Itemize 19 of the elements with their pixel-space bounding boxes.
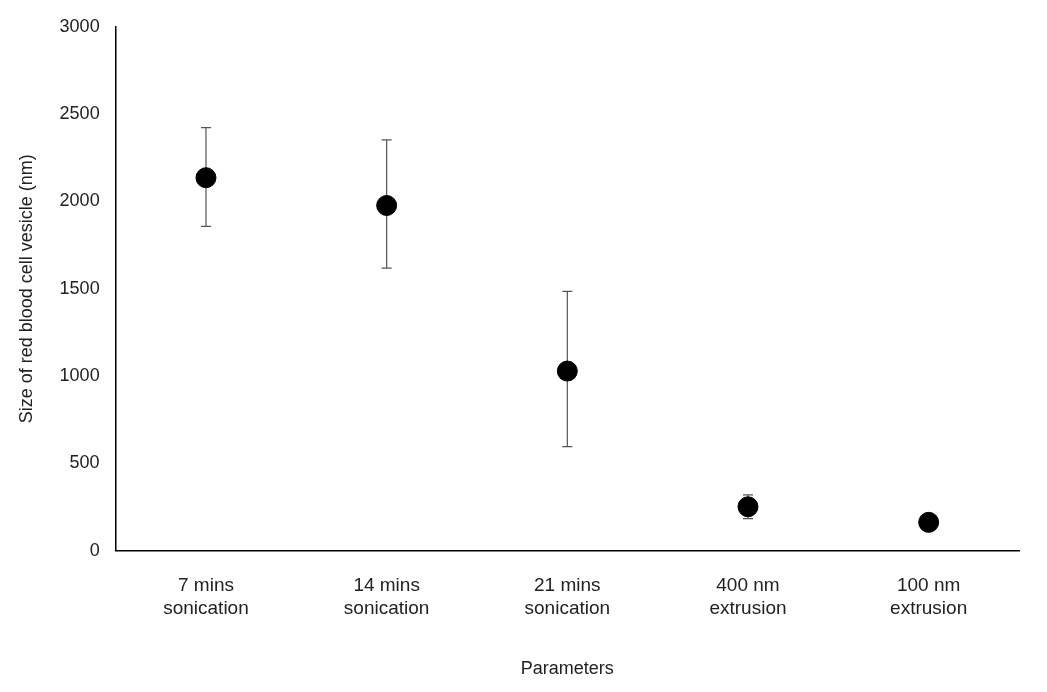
- y-tick-label: 3000: [59, 15, 100, 36]
- point: [918, 511, 940, 533]
- x-tick-label: 100 nm extrusion: [890, 574, 968, 619]
- y-axis-title: Size of red blood cell vesicle (nm): [15, 154, 36, 424]
- x-tick-label: 21 mins sonication: [524, 574, 611, 619]
- y-tick-label: 2500: [59, 103, 100, 124]
- y-tick-label: 500: [69, 452, 100, 473]
- point: [556, 360, 578, 382]
- y-tick-label: 0: [89, 539, 100, 560]
- point: [195, 167, 217, 189]
- x-tick-label: 400 nm extrusion: [709, 574, 787, 619]
- point: [737, 496, 759, 518]
- y-tick-label: 1500: [59, 277, 100, 298]
- y-tick-label: 1000: [59, 365, 100, 386]
- y-tick-label: 2000: [59, 190, 100, 211]
- x-tick-label: 7 mins sonication: [163, 574, 249, 619]
- x-axis-title: Parameters: [520, 658, 614, 679]
- x-tick-label: 14 mins sonication: [343, 574, 430, 619]
- point: [376, 194, 398, 216]
